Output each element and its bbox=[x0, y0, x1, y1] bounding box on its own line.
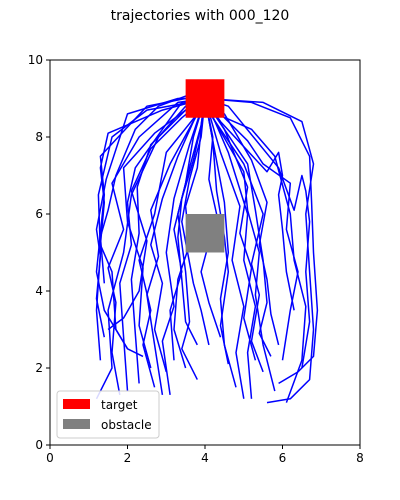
trajectory-14 bbox=[181, 98, 210, 346]
y-tick-label: 4 bbox=[35, 284, 43, 298]
trajectory-6 bbox=[107, 97, 207, 396]
trajectory-19 bbox=[204, 98, 257, 399]
y-tick-label: 10 bbox=[28, 53, 43, 67]
chart-legend: target obstacle bbox=[56, 390, 160, 439]
x-axis-ticks: 0 2 4 6 8 bbox=[46, 445, 364, 465]
region-layer bbox=[185, 79, 225, 253]
trajectory-4 bbox=[95, 97, 205, 350]
y-tick-label: 0 bbox=[35, 438, 43, 452]
y-axis-ticks: 0 2 4 6 8 10 bbox=[28, 53, 50, 452]
trajectory-27 bbox=[204, 98, 307, 403]
trajectory-35 bbox=[204, 98, 257, 361]
trajectory-25 bbox=[204, 97, 319, 385]
legend-label-target: target bbox=[101, 398, 138, 412]
trajectory-34 bbox=[122, 97, 206, 369]
trajectory-28 bbox=[204, 97, 299, 361]
trajectory-23 bbox=[204, 98, 295, 311]
legend-label-obstacle: obstacle bbox=[101, 418, 152, 432]
x-tick-label: 6 bbox=[279, 451, 287, 465]
trajectory-29 bbox=[177, 98, 206, 380]
y-tick-label: 2 bbox=[35, 361, 43, 375]
target-region bbox=[185, 79, 225, 118]
trajectory-36 bbox=[204, 98, 276, 392]
x-tick-label: 0 bbox=[46, 451, 54, 465]
x-tick-label: 2 bbox=[124, 451, 132, 465]
trajectory-18 bbox=[204, 98, 245, 399]
obstacle-region bbox=[185, 214, 225, 253]
trajectory-32 bbox=[107, 97, 206, 331]
chart-title: trajectories with 000_120 bbox=[110, 8, 290, 24]
trajectory-9 bbox=[138, 98, 206, 388]
trajectory-layer bbox=[95, 93, 319, 404]
trajectory-5 bbox=[99, 97, 206, 358]
x-tick-label: 4 bbox=[201, 451, 209, 465]
legend-swatch-target bbox=[63, 399, 90, 409]
y-tick-label: 6 bbox=[35, 207, 43, 221]
trajectory-31 bbox=[161, 98, 206, 396]
trajectory-33 bbox=[99, 93, 206, 284]
trajectory-26 bbox=[204, 97, 311, 369]
y-tick-label: 8 bbox=[35, 130, 43, 144]
x-tick-label: 8 bbox=[356, 451, 364, 465]
trajectory-30 bbox=[146, 98, 206, 396]
trajectory-11 bbox=[169, 98, 206, 361]
trajectory-17 bbox=[204, 98, 237, 388]
legend-swatch-obstacle bbox=[63, 419, 90, 429]
